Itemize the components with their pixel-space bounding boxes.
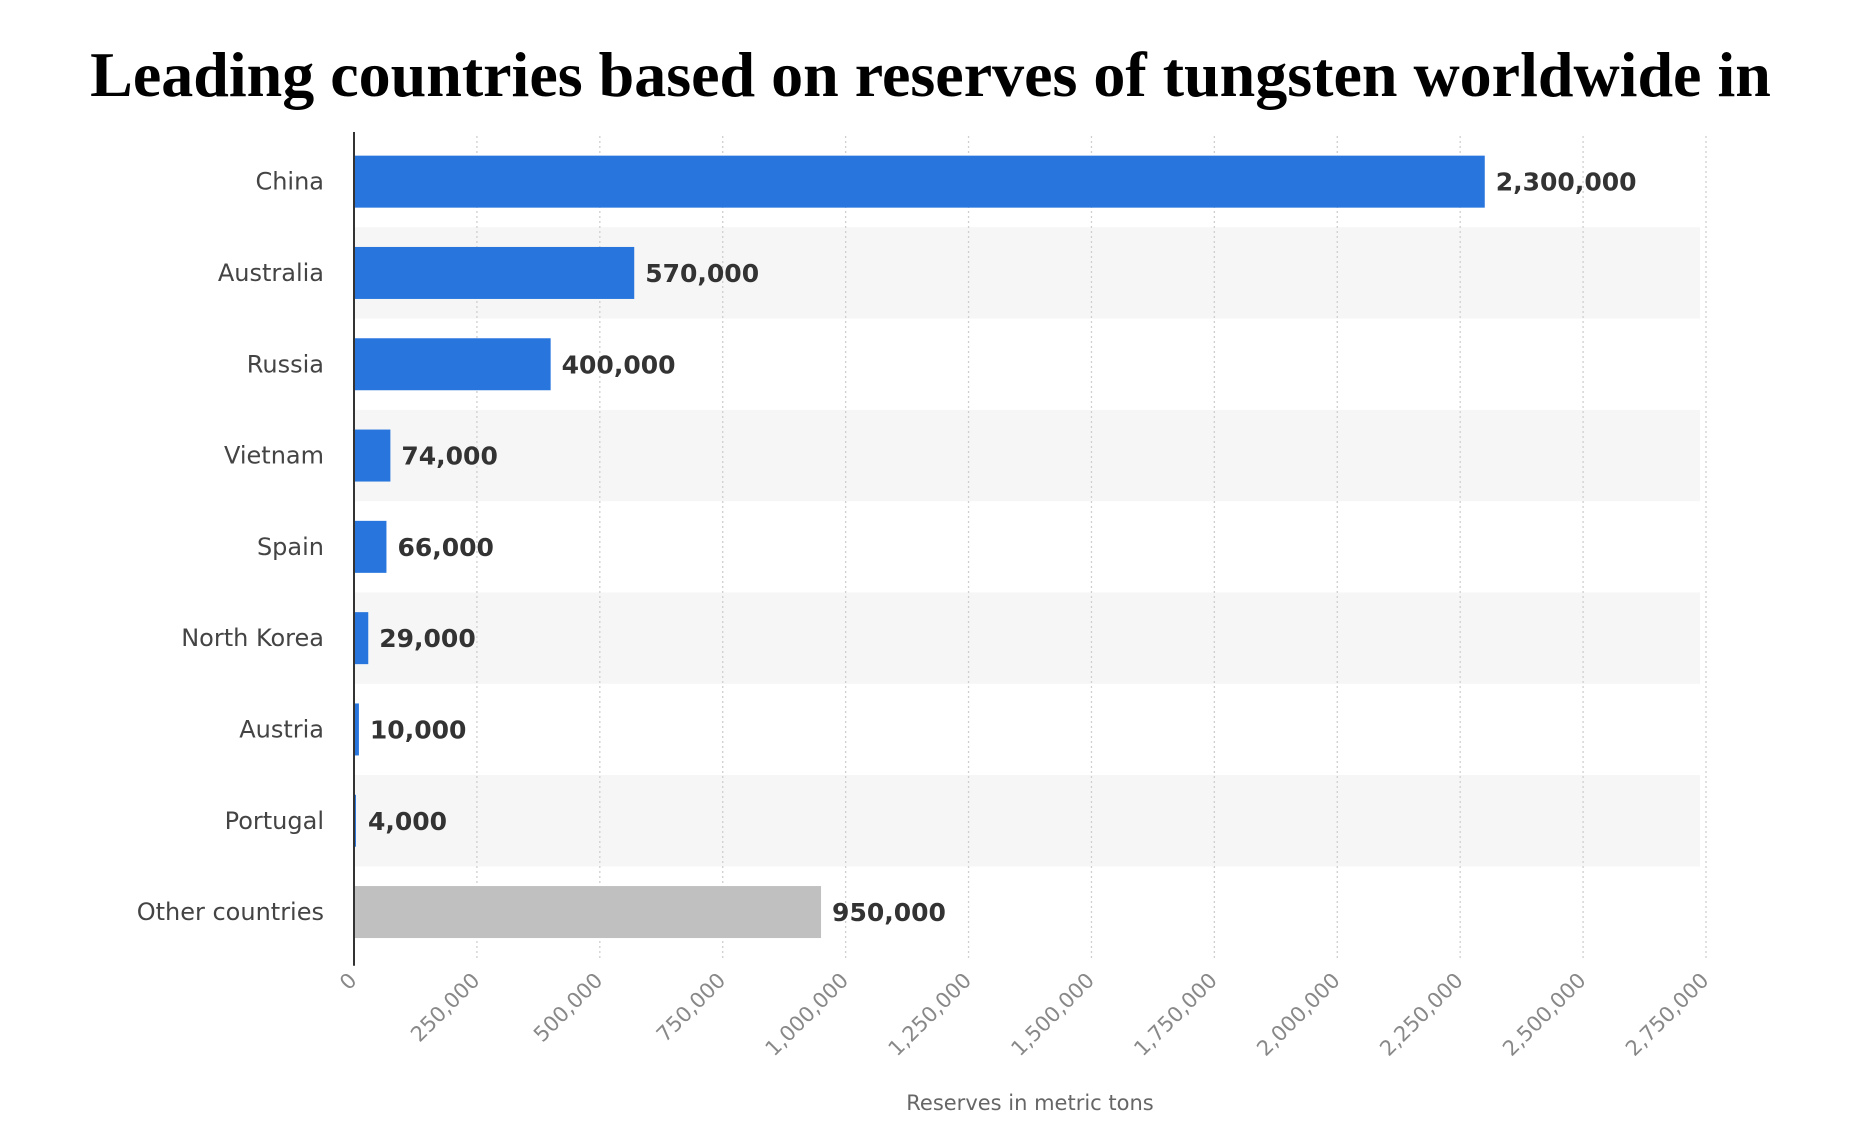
category-label: Spain	[257, 533, 324, 561]
category-label: Russia	[247, 350, 324, 378]
bar[interactable]	[354, 155, 1485, 208]
row-bands	[354, 227, 1700, 867]
value-label: 4,000	[368, 807, 447, 836]
row-band	[354, 592, 1700, 684]
category-label: Other countries	[137, 898, 324, 926]
value-label: 2,300,000	[1496, 168, 1637, 197]
x-tick-label: 2,250,000	[1375, 968, 1468, 1061]
value-label: 400,000	[562, 350, 676, 379]
row-band	[354, 409, 1700, 502]
value-label: 10,000	[370, 715, 466, 744]
chart-title: Leading countries based on reserves of t…	[90, 39, 1771, 110]
x-tick-label: 2,500,000	[1498, 968, 1591, 1061]
x-tick-label: 1,750,000	[1129, 968, 1222, 1061]
value-label: 29,000	[379, 624, 475, 653]
category-label: Vietnam	[224, 442, 324, 470]
category-label: Portugal	[225, 807, 324, 835]
category-labels: China Australia Russia Vietnam Spain North Ko…	[137, 168, 324, 926]
x-tick-label: 1,000,000	[761, 968, 854, 1061]
value-label: 66,000	[397, 533, 493, 562]
x-tick-label: 750,000	[652, 968, 730, 1046]
row-band	[354, 775, 1700, 867]
bar[interactable]	[354, 338, 551, 391]
bars	[354, 155, 1485, 939]
category-label: China	[255, 168, 324, 196]
grid-lines	[476, 136, 1707, 960]
bar[interactable]	[354, 246, 635, 299]
category-label: North Korea	[181, 624, 324, 652]
value-label: 74,000	[401, 442, 497, 471]
x-tick-labels: 0 250,000 500,000 750,000 1,000,000 1,250,000…	[335, 968, 1713, 1061]
category-label: Australia	[218, 259, 324, 287]
x-tick-label: 250,000	[406, 968, 484, 1046]
x-tick-label: 1,500,000	[1006, 968, 1099, 1061]
bar[interactable]	[354, 886, 822, 939]
value-label: 950,000	[832, 898, 946, 927]
x-axis-title: Reserves in metric tons	[906, 1091, 1153, 1115]
value-label: 570,000	[645, 259, 759, 288]
x-tick-label: 2,750,000	[1621, 968, 1714, 1061]
x-tick-label: 500,000	[529, 968, 607, 1046]
x-tick-label: 2,000,000	[1252, 968, 1345, 1061]
bar[interactable]	[354, 429, 391, 482]
category-label: Austria	[239, 715, 324, 743]
bar[interactable]	[354, 520, 387, 573]
bar[interactable]	[354, 612, 369, 665]
x-tick-label: 1,250,000	[884, 968, 977, 1061]
x-tick-label: 0	[335, 968, 361, 994]
value-labels: 2,300,000 570,000 400,000 74,000 66,000 29,00…	[368, 168, 1637, 927]
bar[interactable]	[354, 703, 359, 756]
